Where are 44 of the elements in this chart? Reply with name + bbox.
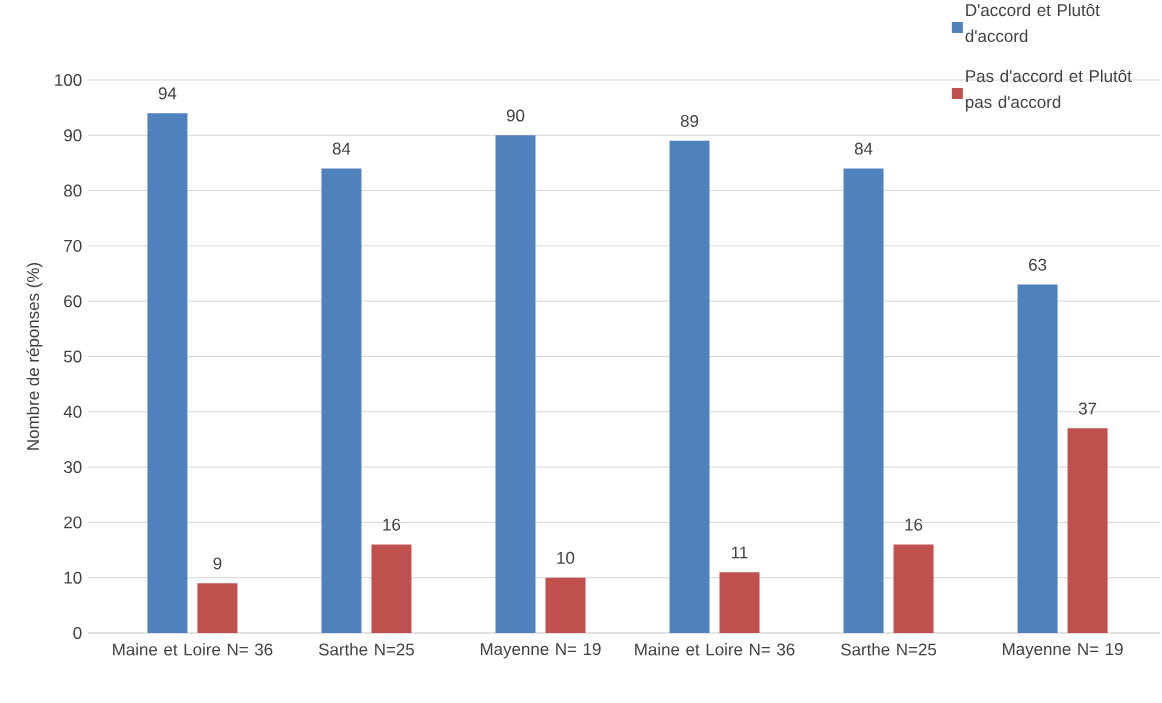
x-tick-label: Mayenne N= 19 — [1003, 643, 1123, 659]
bar — [197, 583, 238, 633]
data-label: 90 — [506, 109, 525, 122]
data-label: 84 — [332, 142, 351, 155]
bar — [1067, 428, 1108, 633]
bar — [495, 135, 536, 633]
bar — [719, 572, 760, 633]
data-label: 63 — [1029, 258, 1047, 271]
y-tick-label: 70 — [64, 239, 82, 252]
data-label: 94 — [158, 87, 177, 100]
y-tick-label: 60 — [64, 295, 82, 308]
data-label: 84 — [854, 142, 873, 155]
bar — [545, 577, 586, 633]
y-tick-label: 80 — [64, 184, 82, 197]
x-tick-label: Mayenne N= 19 — [480, 643, 601, 659]
y-tick-label: 100 — [55, 73, 82, 86]
data-label: 16 — [383, 518, 401, 531]
x-tick-label: Sarthe N=25 — [841, 643, 937, 656]
bar — [669, 140, 710, 633]
legend-label: Pas d'accord et Plutôt pas d'accord — [965, 69, 1132, 112]
bar — [893, 544, 934, 633]
y-tick-label: 20 — [64, 516, 82, 529]
bar — [1017, 284, 1058, 633]
y-tick-label: 50 — [64, 350, 82, 363]
data-label: 10 — [557, 551, 575, 564]
y-axis-title: Nombre de réponses (%) — [26, 262, 43, 450]
legend-label: D'accord et Plutôt d'accord — [965, 3, 1100, 43]
y-tick-label: 0 — [73, 626, 82, 639]
bar — [147, 113, 188, 633]
y-tick-label: 40 — [63, 405, 82, 418]
x-tick-label: Maine et Loire N= 36 — [635, 643, 795, 656]
y-tick-label: 10 — [64, 571, 82, 584]
x-tick-label: Maine et Loire N= 36 — [113, 643, 273, 656]
x-tick-label: Sarthe N=25 — [318, 643, 414, 656]
y-tick-label: 90 — [64, 129, 82, 142]
data-label: 89 — [680, 114, 699, 127]
data-label: 11 — [732, 546, 748, 559]
data-label: 37 — [1078, 402, 1097, 415]
bar — [321, 168, 362, 633]
data-label: 16 — [905, 518, 923, 531]
data-label: 9 — [213, 557, 222, 570]
y-tick-label: 30 — [63, 461, 82, 474]
bar — [843, 168, 884, 633]
bar — [371, 544, 412, 633]
